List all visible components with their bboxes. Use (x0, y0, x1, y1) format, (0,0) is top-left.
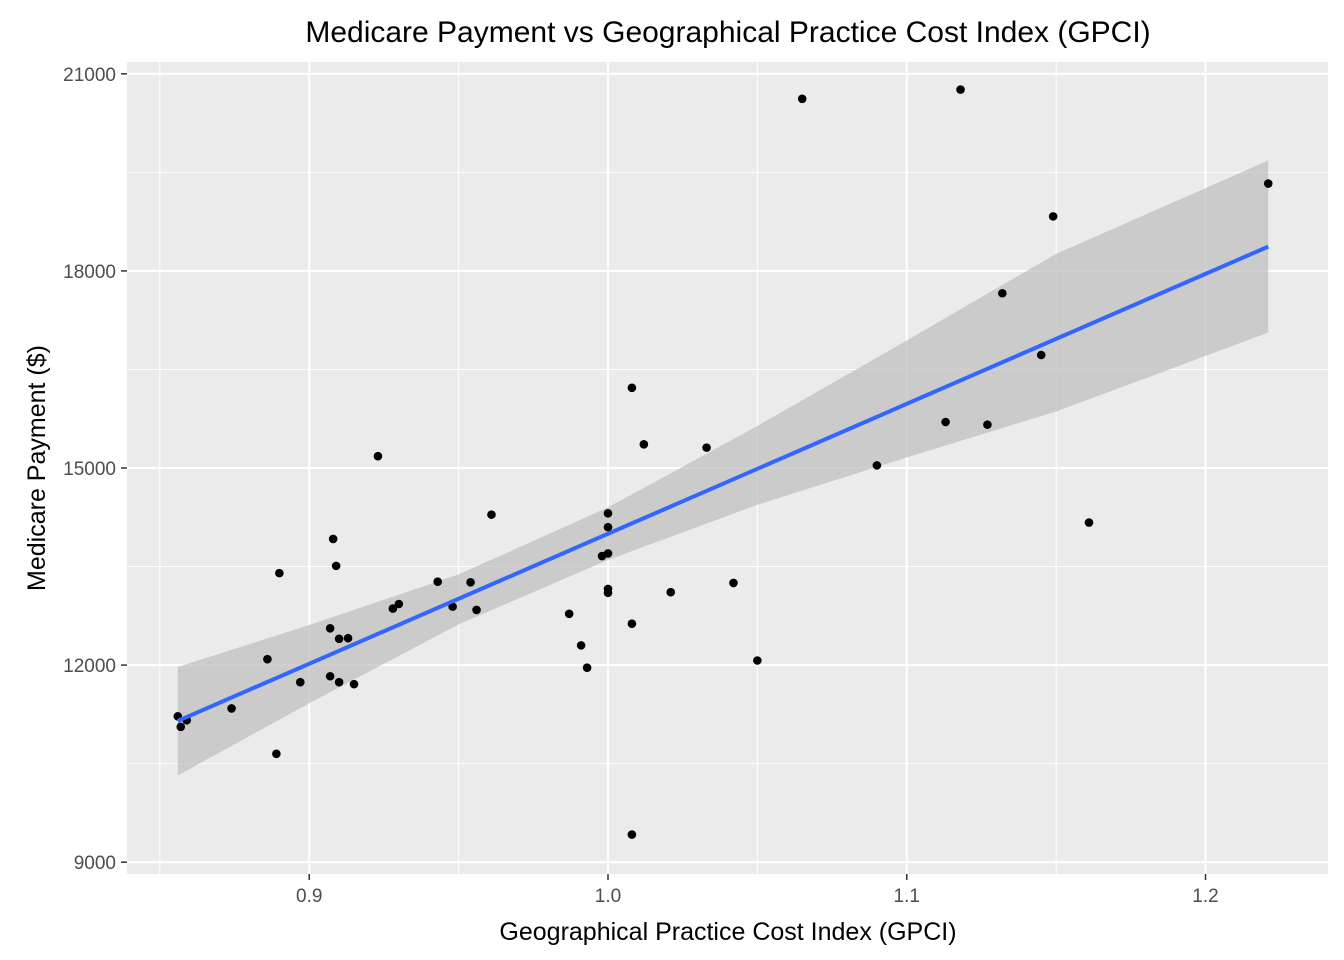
data-point (433, 577, 443, 586)
y-tick-label: 9000 (74, 853, 116, 874)
data-point (176, 722, 186, 732)
regression-line (176, 244, 1270, 723)
y-axis-ticks: 9000 12000 15000 18000 21000 (63, 65, 127, 874)
x-tick-label: 1.1 (894, 886, 920, 907)
data-point (466, 578, 475, 587)
data-point (295, 677, 305, 687)
data-point (582, 663, 592, 673)
data-point (272, 749, 281, 759)
data-point (343, 633, 353, 643)
data-point (872, 461, 882, 470)
x-tick-label: 1.0 (595, 886, 621, 907)
data-point (263, 654, 272, 664)
data-point (702, 443, 711, 452)
data-point (627, 619, 637, 628)
data-point (639, 440, 649, 449)
y-tick-label: 15000 (63, 459, 116, 480)
data-point (1048, 212, 1058, 221)
data-point (627, 830, 637, 839)
data-point (472, 605, 481, 615)
data-point (349, 679, 359, 689)
data-point (275, 568, 284, 578)
data-point (325, 671, 335, 681)
data-point (388, 604, 398, 613)
data-point (373, 451, 383, 461)
data-point (603, 509, 613, 518)
data-point (666, 587, 676, 597)
data-point (331, 561, 341, 571)
data-point (753, 656, 762, 665)
data-point (998, 288, 1007, 298)
x-tick-label: 0.9 (296, 886, 322, 907)
y-tick-label: 12000 (63, 656, 116, 677)
data-point (564, 609, 574, 619)
x-axis-ticks: 0.9 1.0 1.1 1.2 (296, 874, 1219, 907)
data-point (487, 510, 496, 519)
data-point (956, 85, 965, 94)
chart-title: Medicare Payment vs Geographical Practic… (305, 16, 1150, 49)
confidence-band-layer (177, 160, 1269, 776)
y-tick-label: 18000 (63, 262, 116, 283)
confidence-band (177, 160, 1269, 776)
data-point (334, 677, 344, 687)
data-point (729, 578, 738, 588)
data-point (1263, 179, 1273, 188)
data-point (1084, 518, 1094, 527)
data-point (394, 599, 404, 609)
data-point (797, 94, 807, 104)
data-point (983, 420, 992, 429)
data-point (603, 549, 613, 558)
data-point (334, 634, 344, 644)
x-axis-title: Geographical Practice Cost Index (GPCI) (499, 918, 956, 946)
data-point (603, 522, 613, 532)
data-point (1036, 350, 1046, 360)
regression-line-layer (176, 244, 1270, 723)
data-point (603, 588, 613, 598)
y-tick-label: 21000 (63, 65, 116, 86)
data-points (173, 85, 1273, 839)
y-axis-title: Medicare Payment ($) (23, 345, 51, 591)
data-point (941, 417, 950, 427)
x-tick-label: 1.2 (1192, 886, 1218, 907)
data-point (227, 704, 236, 713)
data-point (325, 623, 335, 633)
data-point (328, 534, 338, 544)
data-point (576, 641, 586, 650)
data-point (627, 383, 637, 393)
